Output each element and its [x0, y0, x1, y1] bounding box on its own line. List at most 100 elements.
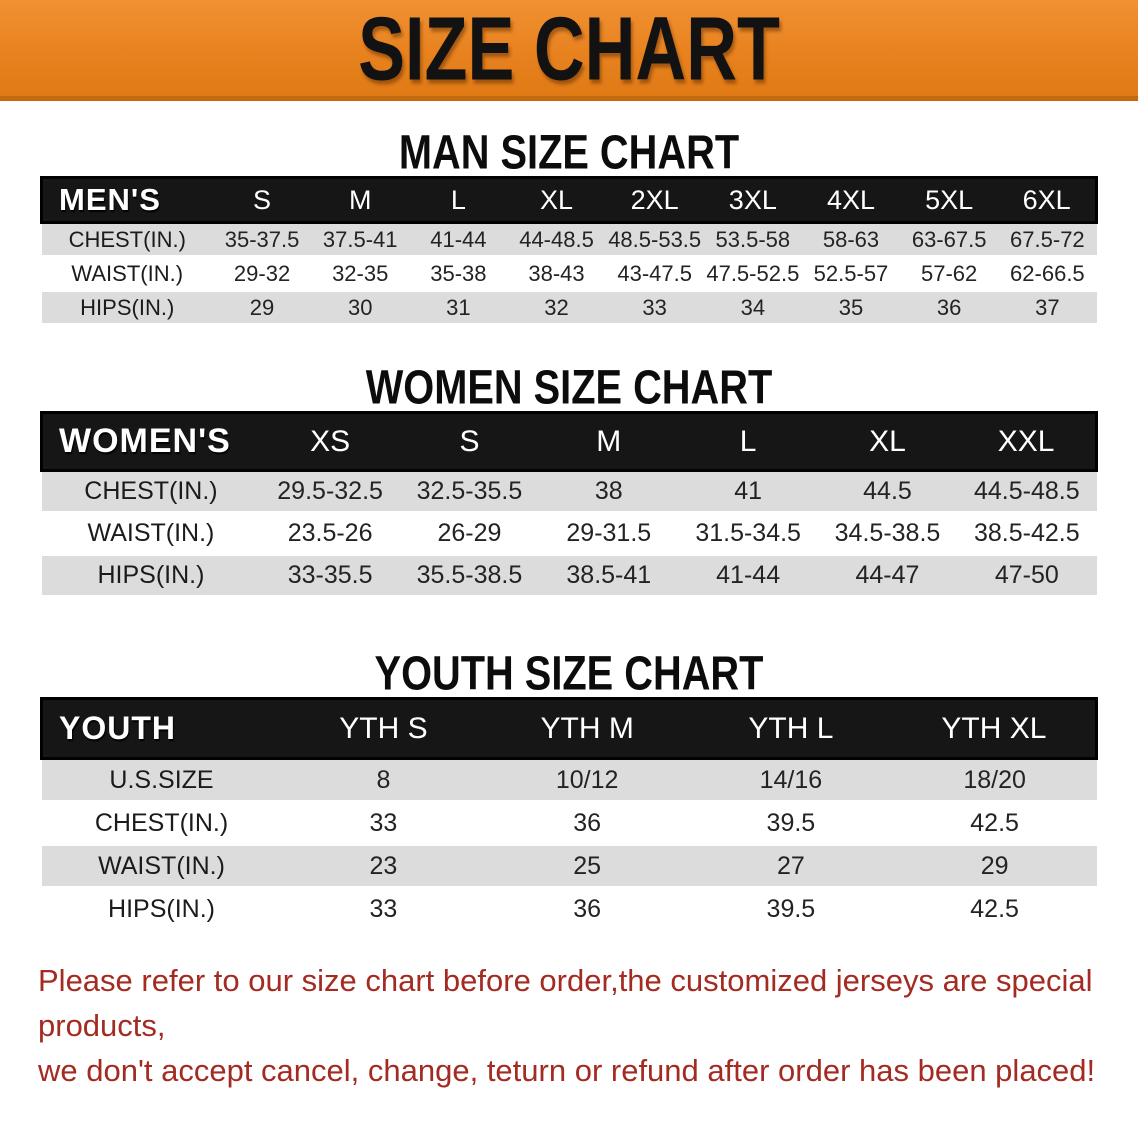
table-group-label: YOUTH	[39, 697, 282, 760]
size-value-cell: 33	[605, 290, 704, 326]
women-section: WOMEN SIZE CHART WOMEN'S XS S M L XL XXL CHEST(…	[0, 360, 1138, 598]
size-column-header: 4XL	[801, 176, 901, 224]
size-chart-banner: SIZE CHART	[0, 0, 1138, 101]
measurement-row: WAIST(IN.) 29-32 32-35 35-38 38-43 43-47.5 47.…	[41, 256, 1097, 292]
size-value-cell: 33	[281, 801, 486, 846]
size-value-cell: 44-48.5	[507, 222, 606, 258]
size-value-cell: 67.5-72	[998, 222, 1097, 258]
size-value-cell: 23	[281, 844, 486, 889]
size-value-cell: 25	[485, 844, 690, 889]
size-value-cell: 39.5	[689, 887, 893, 932]
size-value-cell: 47.5-52.5	[703, 256, 802, 292]
size-value-cell: 31	[409, 290, 508, 326]
row-label: WAIST(IN.)	[41, 512, 261, 556]
table-header-row: YOUTH YTH S YTH M YTH L YTH XL	[39, 697, 1098, 760]
measurement-row: CHEST(IN.) 33 36 39.5 42.5	[41, 801, 1097, 846]
measurement-row: CHEST(IN.) 29.5-32.5 32.5-35.5 38 41 44.5 44.5…	[41, 470, 1097, 514]
table-group-label: WOMEN'S	[40, 411, 261, 472]
size-value-cell: 30	[311, 290, 410, 326]
size-column-header: M	[539, 411, 679, 472]
size-value-cell: 38-43	[507, 256, 606, 292]
size-column-header: M	[311, 176, 410, 224]
measurement-row: CHEST(IN.) 35-37.5 37.5-41 41-44 44-48.5 48.5…	[41, 222, 1097, 258]
size-column-header: 2XL	[605, 176, 704, 224]
men-size-table: MEN'S S M L XL 2XL 3XL 4XL 5XL 6XL CHEST(IN.) 35-37…	[39, 176, 1099, 326]
size-value-cell: 14/16	[689, 758, 893, 803]
size-value-cell: 44-47	[817, 554, 958, 598]
size-value-cell: 48.5-53.5	[605, 222, 704, 258]
row-label: WAIST(IN.)	[41, 256, 213, 292]
size-value-cell: 41-44	[678, 554, 818, 598]
size-column-header: XL	[817, 411, 958, 472]
measurement-row: U.S.SIZE 8 10/12 14/16 18/20	[41, 758, 1097, 803]
size-value-cell: 42.5	[892, 887, 1097, 932]
size-value-cell: 26-29	[399, 512, 540, 556]
size-value-cell: 35.5-38.5	[399, 554, 540, 598]
size-value-cell: 8	[281, 758, 486, 803]
size-value-cell: 32	[507, 290, 606, 326]
row-label: CHEST(IN.)	[41, 801, 282, 846]
size-column-header: YTH S	[281, 697, 486, 760]
table-header-row: WOMEN'S XS S M L XL XXL	[40, 411, 1099, 472]
size-value-cell: 10/12	[485, 758, 690, 803]
men-section: MAN SIZE CHART MEN'S S M L XL 2XL 3XL 4XL 5XL 6XL…	[0, 125, 1138, 326]
size-value-cell: 41	[678, 470, 818, 514]
size-column-header: XXL	[957, 411, 1099, 472]
banner-title: SIZE CHART	[358, 0, 780, 99]
size-value-cell: 29-31.5	[539, 512, 679, 556]
size-value-cell: 47-50	[957, 554, 1097, 598]
size-value-cell: 63-67.5	[900, 222, 999, 258]
measurement-row: HIPS(IN.) 33 36 39.5 42.5	[41, 887, 1097, 932]
row-label: HIPS(IN.)	[41, 290, 213, 326]
size-value-cell: 36	[485, 801, 690, 846]
size-value-cell: 32-35	[311, 256, 410, 292]
size-value-cell: 38.5-42.5	[957, 512, 1097, 556]
women-size-table: WOMEN'S XS S M L XL XXL CHEST(IN.) 29.5-32.5 32.5…	[40, 411, 1099, 598]
size-value-cell: 57-62	[900, 256, 999, 292]
size-column-header: L	[409, 176, 508, 224]
size-value-cell: 33	[281, 887, 486, 932]
row-label: HIPS(IN.)	[41, 554, 261, 598]
size-value-cell: 33-35.5	[260, 554, 400, 598]
size-value-cell: 38.5-41	[539, 554, 679, 598]
size-column-header: L	[678, 411, 818, 472]
table-group-label: MEN'S	[39, 176, 213, 224]
size-column-header: XS	[260, 411, 400, 472]
row-label: CHEST(IN.)	[41, 222, 213, 258]
size-column-header: YTH L	[689, 697, 893, 760]
size-value-cell: 62-66.5	[998, 256, 1097, 292]
measurement-row: HIPS(IN.) 29 30 31 32 33 34 35 36 37	[41, 290, 1097, 326]
youth-section: YOUTH SIZE CHART YOUTH YTH S YTH M YTH L YTH…	[0, 646, 1138, 932]
men-section-heading: MAN SIZE CHART	[398, 124, 740, 180]
order-disclaimer: Please refer to our size chart before or…	[38, 958, 1100, 1093]
measurement-row: WAIST(IN.) 23 25 27 29	[41, 844, 1097, 889]
size-column-header: S	[399, 411, 540, 472]
size-value-cell: 36	[900, 290, 999, 326]
size-value-cell: 43-47.5	[605, 256, 704, 292]
size-value-cell: 44.5	[817, 470, 958, 514]
women-section-heading: WOMEN SIZE CHART	[365, 359, 773, 415]
size-value-cell: 35-37.5	[212, 222, 312, 258]
youth-section-heading: YOUTH SIZE CHART	[374, 645, 764, 701]
size-value-cell: 29	[212, 290, 312, 326]
measurement-row: HIPS(IN.) 33-35.5 35.5-38.5 38.5-41 41-44 44-…	[41, 554, 1097, 598]
row-label: WAIST(IN.)	[41, 844, 282, 889]
size-column-header: 3XL	[703, 176, 802, 224]
size-value-cell: 41-44	[409, 222, 508, 258]
size-value-cell: 31.5-34.5	[678, 512, 818, 556]
size-value-cell: 35-38	[409, 256, 508, 292]
size-value-cell: 38	[539, 470, 679, 514]
youth-size-table: YOUTH YTH S YTH M YTH L YTH XL U.S.SIZE 8 10/12…	[39, 697, 1098, 932]
size-column-header: 6XL	[998, 176, 1099, 224]
size-value-cell: 37	[998, 290, 1097, 326]
size-column-header: S	[212, 176, 312, 224]
row-label: U.S.SIZE	[41, 758, 282, 803]
size-column-header: YTH M	[485, 697, 690, 760]
size-value-cell: 42.5	[892, 801, 1097, 846]
measurement-row: WAIST(IN.) 23.5-26 26-29 29-31.5 31.5-34.5 34…	[41, 512, 1097, 556]
size-value-cell: 58-63	[801, 222, 901, 258]
size-value-cell: 36	[485, 887, 690, 932]
row-label: CHEST(IN.)	[41, 470, 261, 514]
disclaimer-line-1: Please refer to our size chart before or…	[38, 963, 1093, 1043]
size-value-cell: 34	[703, 290, 802, 326]
